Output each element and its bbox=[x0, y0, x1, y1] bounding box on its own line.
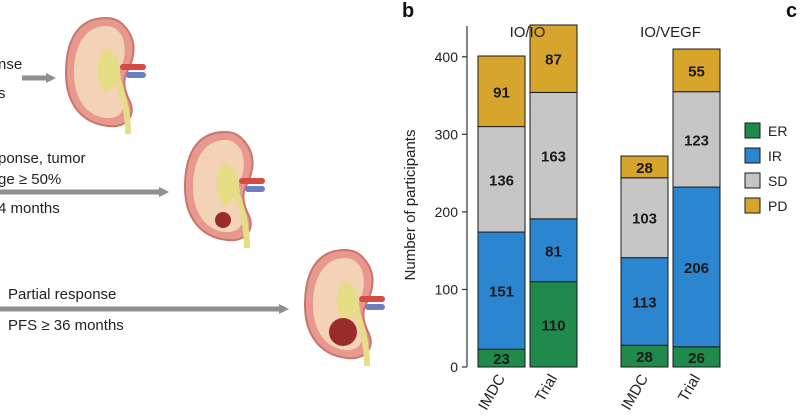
row1-line1-label: nse bbox=[0, 56, 22, 73]
x-tick-label: Trial bbox=[532, 372, 561, 405]
x-tick-label: IMDC bbox=[618, 371, 652, 413]
bar-segment-ir bbox=[620, 257, 669, 346]
x-tick-label: IMDC bbox=[475, 371, 509, 413]
panel-letter-b: b bbox=[402, 0, 414, 22]
y-tick-label: 200 bbox=[435, 204, 459, 220]
panel-letter-c: c bbox=[786, 0, 797, 22]
data-label-ir: 81 bbox=[545, 243, 562, 260]
legend-swatch-ir bbox=[744, 147, 761, 164]
bar-segment-sd bbox=[529, 91, 578, 220]
group-label: IO/VEGF bbox=[640, 24, 701, 41]
x-tick-labels: IMDC Trial IMDC Trial bbox=[475, 371, 704, 413]
bar-segment-sd bbox=[620, 177, 669, 259]
bar-segment-pd bbox=[672, 48, 721, 93]
data-label-pd: 91 bbox=[493, 84, 510, 101]
y-tick-label: 100 bbox=[435, 281, 459, 297]
y-axis: 0 100 200 300 400 bbox=[435, 26, 468, 375]
bar-segment-pd bbox=[620, 155, 669, 179]
bar-segment-ir bbox=[672, 186, 721, 348]
legend-label-pd: PD bbox=[768, 198, 787, 214]
legend-swatch-er bbox=[744, 122, 761, 139]
legend: ER IR SD PD bbox=[744, 122, 787, 214]
data-label-sd: 163 bbox=[541, 149, 566, 166]
row1-line2-label: s bbox=[0, 85, 6, 102]
y-tick-label: 0 bbox=[450, 359, 458, 375]
y-axis-label: Number of participants bbox=[402, 130, 419, 281]
legend-swatch-pd bbox=[744, 197, 761, 214]
stacked-bar-chart: Number of participants 0 100 200 300 400 23 1… bbox=[402, 24, 787, 413]
data-label-er: 28 bbox=[636, 349, 653, 366]
bar-segment-ir bbox=[477, 231, 526, 350]
data-label-sd: 123 bbox=[684, 132, 709, 149]
row3-line1-label: Partial response bbox=[8, 286, 116, 303]
bars: 23 151 136 91 110 81 163 87 28 113 103 28 26 206 123 55 bbox=[477, 24, 721, 368]
panel-a-partial: nse s ponse, tumor ge ≥ 50% 4 months Par… bbox=[0, 16, 385, 367]
legend-label-ir: IR bbox=[768, 148, 782, 164]
bar-segment-ir bbox=[529, 218, 578, 283]
data-label-er: 110 bbox=[541, 317, 565, 334]
data-label-pd: 87 bbox=[545, 52, 562, 69]
y-tick-label: 300 bbox=[435, 126, 459, 142]
data-label-ir: 151 bbox=[489, 284, 514, 301]
row2-line1-label: ponse, tumor bbox=[0, 150, 86, 167]
data-label-pd: 28 bbox=[636, 160, 653, 177]
row2-line2-label: ge ≥ 50% bbox=[0, 171, 61, 188]
data-label-sd: 136 bbox=[489, 172, 514, 189]
legend-label-sd: SD bbox=[768, 173, 787, 189]
legend-swatch-sd bbox=[744, 172, 761, 189]
bar-segment-pd bbox=[529, 24, 578, 93]
data-label-pd: 55 bbox=[688, 63, 705, 80]
data-label-ir: 113 bbox=[632, 294, 656, 311]
kidney-tumor-icon bbox=[183, 130, 265, 249]
kidney-icon bbox=[64, 16, 146, 135]
y-tick-label: 400 bbox=[435, 49, 459, 65]
data-label-er: 23 bbox=[493, 351, 510, 368]
bar-segment-pd bbox=[477, 55, 526, 128]
data-label-ir: 206 bbox=[684, 260, 709, 277]
legend-label-er: ER bbox=[768, 123, 787, 139]
row2-line3-label: 4 months bbox=[0, 200, 60, 217]
kidney-large-tumor-icon bbox=[303, 248, 385, 367]
data-label-er: 26 bbox=[688, 350, 705, 367]
group-labels: IO/IO IO/VEGF bbox=[510, 24, 701, 41]
group-label: IO/IO bbox=[510, 24, 546, 41]
x-tick-label: Trial bbox=[675, 372, 704, 405]
row3-line2-label: PFS ≥ 36 months bbox=[8, 317, 124, 334]
data-label-sd: 103 bbox=[632, 211, 657, 228]
